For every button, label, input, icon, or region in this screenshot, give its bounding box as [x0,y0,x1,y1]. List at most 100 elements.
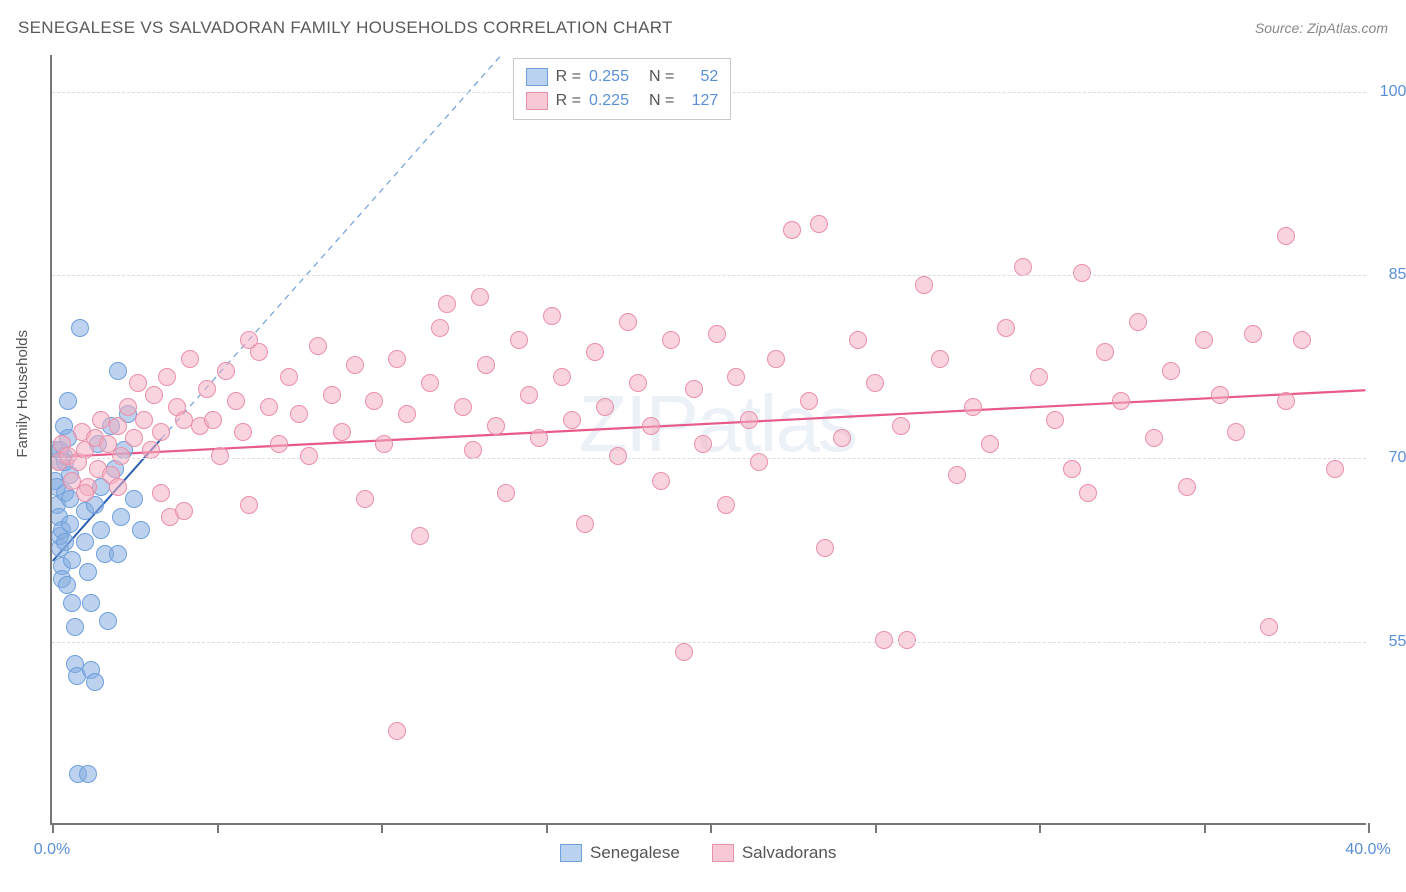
data-point [694,435,712,453]
data-point [1227,423,1245,441]
legend-stats: R = 0.255 N = 52 R = 0.225 N = 127 [513,58,732,120]
data-point [300,447,318,465]
data-point [675,643,693,661]
ytick-label: 70.0% [1389,449,1406,467]
trendline [161,55,512,439]
data-point [948,466,966,484]
data-point [398,405,416,423]
legend-stats-row: R = 0.225 N = 127 [526,89,719,113]
data-point [477,356,495,374]
data-point [92,411,110,429]
data-point [1277,227,1295,245]
data-point [71,319,89,337]
data-point [125,490,143,508]
data-point [767,350,785,368]
data-point [79,765,97,783]
data-point [586,343,604,361]
data-point [82,594,100,612]
ytick-label: 55.0% [1389,633,1406,651]
data-point [1293,331,1311,349]
data-point [309,337,327,355]
data-point [76,533,94,551]
data-point [234,423,252,441]
data-point [454,398,472,416]
data-point [727,368,745,386]
legend-swatch [526,92,548,110]
data-point [132,521,150,539]
data-point [520,386,538,404]
data-point [1211,386,1229,404]
data-point [1096,343,1114,361]
data-point [471,288,489,306]
data-point [750,453,768,471]
data-point [563,411,581,429]
xtick [1204,823,1206,833]
ytick-label: 100.0% [1380,83,1406,101]
xtick [1368,823,1370,833]
data-point [346,356,364,374]
data-point [109,478,127,496]
data-point [198,380,216,398]
data-point [438,295,456,313]
data-point [1112,392,1130,410]
legend-swatch [526,68,548,86]
data-point [685,380,703,398]
data-point [800,392,818,410]
data-point [931,350,949,368]
data-point [717,496,735,514]
gridline-h [52,275,1366,276]
data-point [783,221,801,239]
data-point [175,411,193,429]
data-point [875,631,893,649]
source-label: Source: [1255,20,1307,36]
legend-swatch [560,844,582,862]
ytick-label: 85.0% [1389,266,1406,284]
data-point [421,374,439,392]
data-point [431,319,449,337]
data-point [1129,313,1147,331]
data-point [227,392,245,410]
data-point [530,429,548,447]
data-point [1046,411,1064,429]
data-point [56,533,74,551]
data-point [1178,478,1196,496]
data-point [1162,362,1180,380]
data-point [388,350,406,368]
legend-label: Salvadorans [742,843,837,863]
data-point [810,215,828,233]
xtick [217,823,219,833]
data-point [892,417,910,435]
xtick-label: 0.0% [34,841,70,859]
r-value: 0.255 [589,65,641,89]
data-point [1260,618,1278,636]
data-point [981,435,999,453]
data-point [629,374,647,392]
data-point [240,331,258,349]
data-point [708,325,726,343]
data-point [112,447,130,465]
data-point [833,429,851,447]
data-point [158,368,176,386]
data-point [240,496,258,514]
data-point [63,551,81,569]
data-point [619,313,637,331]
gridline-h [52,458,1366,459]
data-point [816,539,834,557]
data-point [63,594,81,612]
data-point [280,368,298,386]
data-point [553,368,571,386]
source-name: ZipAtlas.com [1307,20,1388,36]
data-point [260,398,278,416]
data-point [66,618,84,636]
data-point [576,515,594,533]
data-point [129,374,147,392]
data-point [181,350,199,368]
data-point [356,490,374,508]
r-label: R = [556,65,581,89]
data-point [333,423,351,441]
data-point [596,398,614,416]
data-point [740,411,758,429]
data-point [849,331,867,349]
data-point [152,484,170,502]
data-point [211,447,229,465]
